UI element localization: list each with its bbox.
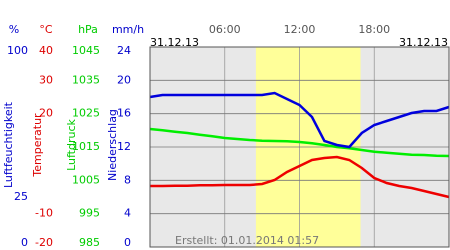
axis-title: Temperatur — [31, 113, 44, 178]
axis-unit: % — [9, 23, 19, 36]
y-tick-label: 4 — [124, 207, 131, 220]
date-right: 31.12.13 — [399, 36, 448, 49]
axis-title: Luftdruck — [65, 118, 78, 170]
axis-title: Niederschlag — [106, 109, 119, 181]
y-tick-label: 0 — [21, 236, 28, 249]
axis-unit: mm/h — [112, 23, 144, 36]
line-series — [150, 155, 450, 199]
axis-title: Luftfeuchtigkeit — [2, 101, 15, 188]
y-tick-label: 1025 — [72, 107, 100, 120]
y-tick-label: 985 — [79, 236, 100, 249]
y-tick-label: 1005 — [72, 173, 100, 186]
y-tick-label: 100 — [7, 44, 28, 57]
y-tick-label: 40 — [39, 44, 53, 57]
y-tick-label: 30 — [39, 73, 53, 86]
axis-unit: °C — [39, 23, 53, 36]
axis-unit: hPa — [78, 23, 98, 36]
y-tick-label: 1015 — [72, 140, 100, 153]
date-left: 31.12.13 — [150, 36, 199, 49]
y-tick-label: 20 — [117, 73, 131, 86]
y-tick-label: -20 — [35, 236, 53, 249]
y-tick-label: 20 — [39, 107, 53, 120]
y-tick-label: 25 — [14, 190, 28, 203]
y-tick-label: 8 — [124, 173, 131, 186]
y-tick-label: -10 — [35, 207, 53, 220]
y-tick-label: 1035 — [72, 73, 100, 86]
y-tick-label: 995 — [79, 207, 100, 220]
y-tick-label: 24 — [117, 44, 131, 57]
line-series — [149, 127, 450, 158]
y-tick-label: 1045 — [72, 44, 100, 57]
created-note: Erstellt: 01.01.2014 01:57 — [175, 234, 319, 247]
line-series — [149, 91, 450, 149]
y-tick-label: 16 — [117, 107, 131, 120]
x-tick-label: 18:00 — [358, 23, 390, 36]
x-tick-label: 12:00 — [284, 23, 316, 36]
y-tick-label: 12 — [117, 140, 131, 153]
y-tick-label: 0 — [124, 236, 131, 249]
x-tick-label: 06:00 — [209, 23, 241, 36]
plot-frame — [149, 46, 450, 248]
